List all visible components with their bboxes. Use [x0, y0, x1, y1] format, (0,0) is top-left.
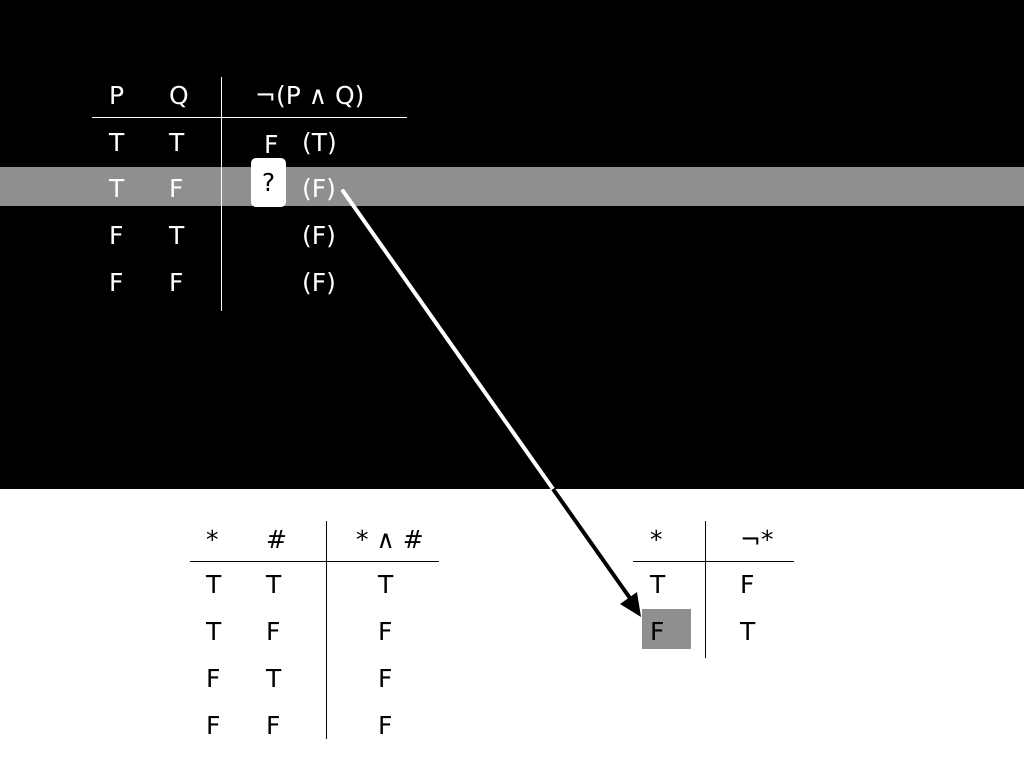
header-q: Q — [169, 81, 189, 110]
not-row1-star: T — [650, 570, 666, 599]
unknown-value-box: ? — [251, 158, 286, 207]
row3-annotation: (F) — [302, 221, 336, 250]
and-row2-result: F — [378, 617, 393, 646]
and-row4-hash: F — [266, 711, 281, 740]
and-row2-star: T — [206, 617, 222, 646]
row2-p: T — [109, 174, 125, 203]
header-not-p-and-q: ¬(P ∧ Q) — [255, 81, 365, 110]
and-row1-hash: T — [266, 570, 282, 599]
and-header-star: * — [206, 525, 219, 554]
arrow-segment-dark — [551, 487, 634, 603]
not-row2-negation: T — [740, 617, 756, 646]
row4-q: F — [169, 268, 184, 297]
and-header-conjunction: * ∧ # — [356, 525, 424, 554]
not-header-rule — [633, 561, 794, 562]
arrowhead-icon — [620, 592, 641, 617]
and-row3-result: F — [378, 664, 393, 693]
row2-annotation: (F) — [302, 174, 336, 203]
highlighted-row-band — [0, 167, 1024, 206]
and-header-hash: # — [266, 525, 287, 554]
arrow-segment-light — [341, 189, 555, 491]
header-rule — [92, 117, 407, 118]
not-header-negation: ¬* — [740, 525, 774, 554]
not-row1-negation: F — [740, 570, 755, 599]
and-row2-hash: F — [266, 617, 281, 646]
row1-annotation: (T) — [302, 128, 337, 157]
not-column-divider — [705, 521, 706, 658]
row1-p: T — [109, 128, 125, 157]
column-divider — [221, 77, 222, 311]
row1-q: T — [169, 128, 185, 157]
truth-table-panel-top: P Q ¬(P ∧ Q) T T F (T) T F ? (F) F T (F)… — [0, 0, 1024, 489]
and-header-rule — [190, 561, 439, 562]
not-header-star: * — [650, 525, 663, 554]
row1-result: F — [264, 130, 279, 159]
and-row4-star: F — [206, 711, 221, 740]
and-row3-hash: T — [266, 664, 282, 693]
and-column-divider — [326, 521, 327, 739]
and-row1-result: T — [378, 570, 394, 599]
row3-p: F — [109, 221, 124, 250]
row4-annotation: (F) — [302, 268, 336, 297]
and-row4-result: F — [378, 711, 393, 740]
row3-q: T — [169, 221, 185, 250]
row4-p: F — [109, 268, 124, 297]
and-row1-star: T — [206, 570, 222, 599]
not-row2-star: F — [650, 617, 665, 646]
row2-q: F — [169, 174, 184, 203]
header-p: P — [109, 81, 125, 110]
and-row3-star: F — [206, 664, 221, 693]
highlighted-cell — [642, 609, 691, 649]
